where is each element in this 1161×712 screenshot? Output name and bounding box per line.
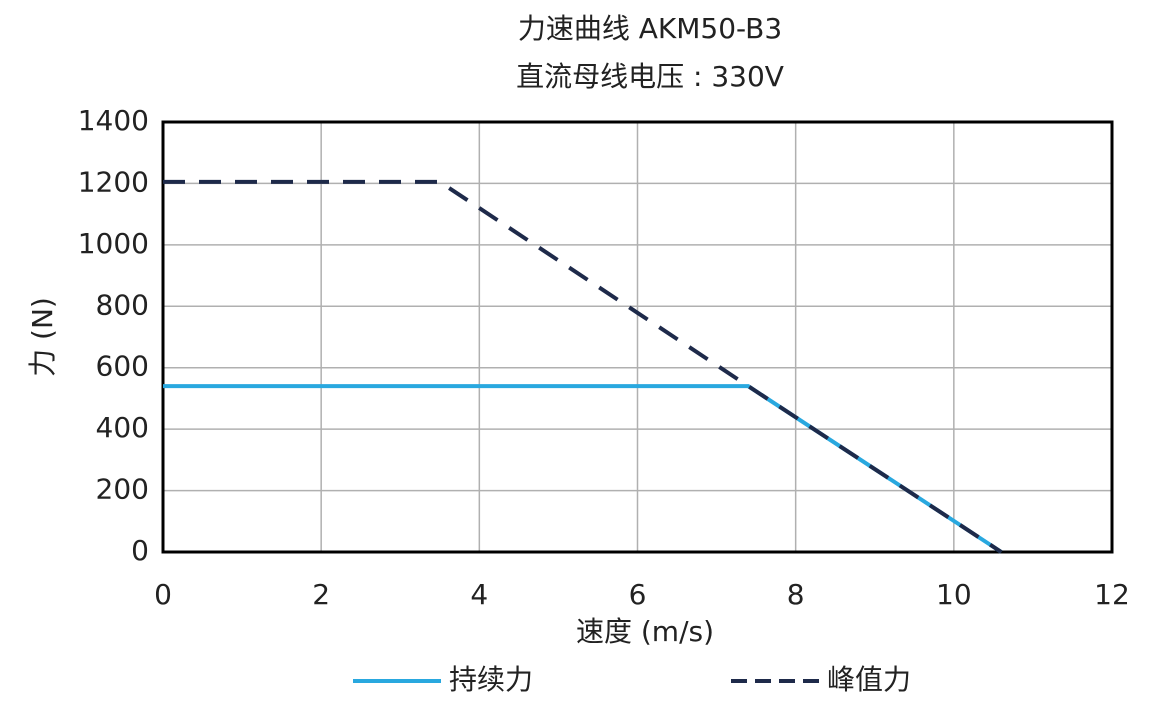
y-tick-label: 0 bbox=[131, 534, 149, 567]
y-tick-label: 400 bbox=[96, 411, 149, 444]
x-tick-label: 8 bbox=[787, 578, 805, 611]
x-tick-label: 0 bbox=[154, 578, 172, 611]
x-tick-label: 6 bbox=[629, 578, 647, 611]
y-axis-label: 力 (N) bbox=[26, 297, 59, 377]
chart-title: 力速曲线 AKM50-B3 bbox=[518, 12, 782, 45]
y-tick-label: 1000 bbox=[78, 227, 149, 260]
y-tick-label: 800 bbox=[96, 288, 149, 321]
y-tick-label: 200 bbox=[96, 473, 149, 506]
plot-frame bbox=[161, 120, 1114, 554]
series-line bbox=[163, 179, 1003, 554]
y-tick-label: 1200 bbox=[78, 165, 149, 198]
y-tick-label: 1400 bbox=[78, 104, 149, 137]
x-tick-label: 10 bbox=[936, 578, 972, 611]
x-tick-label: 12 bbox=[1094, 578, 1130, 611]
legend-label: 持续力 bbox=[449, 663, 533, 696]
x-tick-label: 2 bbox=[312, 578, 330, 611]
x-tick-label: 4 bbox=[470, 578, 488, 611]
y-tick-label: 600 bbox=[96, 350, 149, 383]
x-axis-label: 速度 (m/s) bbox=[576, 615, 714, 648]
chart-subtitle: 直流母线电压 : 330V bbox=[516, 60, 784, 93]
legend-label: 峰值力 bbox=[827, 663, 911, 696]
